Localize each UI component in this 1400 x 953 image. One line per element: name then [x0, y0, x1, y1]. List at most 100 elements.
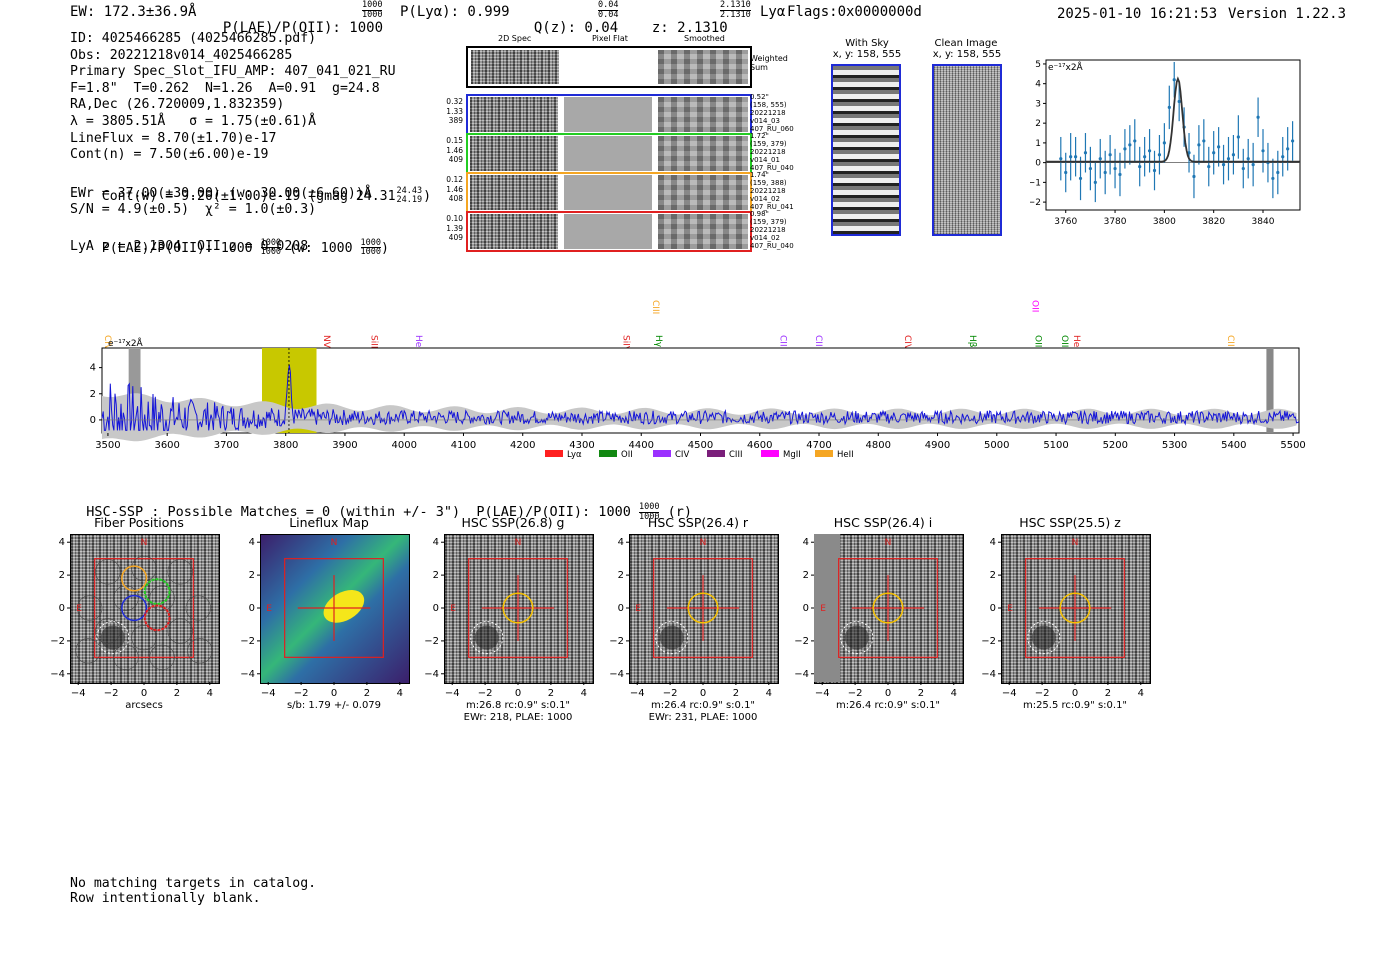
zoom-point [1113, 166, 1117, 171]
spectrum-line-label-text: HeII [1071, 335, 1081, 353]
hsc-panel-overlay: N E 4 2 0 −2 −4 −4 −2 0 2 4 arcsecs [50, 537, 213, 711]
spectrum-line-label: HeII [413, 335, 423, 353]
hsc-caption-2: EWr: 218, PLAE: 1000 [464, 712, 573, 723]
hsc-ytick-label: 0 [618, 603, 624, 614]
spectrum-line-label: CII [777, 335, 787, 347]
legend-label: OII [621, 450, 633, 460]
hsc-ytick-label: −4 [50, 669, 65, 680]
hsc-panel: HSC SSP(26.4) i N E 4 2 0 −2 −4 −4 −2 0 2 4 m:26.4 rc… [780, 515, 970, 725]
spectrum-line-label: SiIV [620, 335, 630, 353]
legend-label: MgII [783, 450, 801, 460]
zoom-point [1202, 139, 1206, 143]
spectrum-ytick-label: 4 [90, 363, 96, 374]
zoom-ytick-label: 0 [1035, 159, 1041, 169]
legend-swatch [761, 450, 779, 457]
clean-image [932, 64, 1002, 236]
weighted-sum-row [466, 46, 752, 88]
spectrum-line-label: CIV [902, 335, 912, 351]
hsc-red-box [838, 558, 938, 658]
hsc-xtick-label: 4 [951, 688, 957, 699]
col-title-smoothed: Smoothed [684, 34, 725, 43]
fiber-highlight [143, 604, 171, 632]
hsc-bright-source [659, 625, 684, 650]
spectrum-line-label-text: SiIV [620, 335, 630, 353]
clean-image-coords: x, y: 158, 555 [932, 49, 1002, 60]
spec-row-flat [564, 214, 652, 249]
lineflux-blob [323, 589, 365, 623]
zoom-point [1138, 164, 1142, 169]
info-sn: S/N = 4.9(±0.5) χ² = 1.0(±0.3) [70, 202, 317, 218]
spec-row-left-meta: 0.15 1.46 409 [440, 136, 463, 165]
hsc-panel: Fiber Positions N E 4 2 0 −2 −4 −4 −2 0 2 4 arcsecs [36, 515, 226, 725]
spectrum-xtick-label: 3800 [273, 440, 298, 451]
hsc-e-label: E [266, 604, 272, 614]
legend-swatch [653, 450, 671, 457]
spec-row-right-meta: 1.72" (159, 379) 20221218 v014_01 407_RU… [750, 132, 794, 172]
spec-row-flat [564, 136, 652, 171]
hsc-target-aperture [687, 592, 719, 624]
hsc-panel-image [629, 534, 779, 684]
zoom-ytick-label: −2 [1030, 198, 1041, 208]
zoom-point [1128, 143, 1132, 147]
zoom-point [1286, 147, 1290, 151]
hsc-xtick-label: −4 [71, 688, 86, 699]
spec-row-meta-value: 0.10 [446, 214, 463, 223]
zoom-point [1088, 166, 1092, 171]
spectrum-xtick-label: 4600 [747, 440, 772, 451]
header-plya: P(Lyα): 0.999 [400, 4, 510, 20]
hsc-xtick-label: 4 [397, 688, 403, 699]
hsc-panel-overlay: N E 4 2 0 −2 −4 −4 −2 0 2 4 m:25.5 rc:0.9" s:0.1" [981, 537, 1144, 711]
hsc-red-box [468, 558, 568, 658]
spec-row-2d [470, 97, 558, 132]
spectrum-line-label-text: HeII [413, 335, 423, 353]
hsc-caption-1: arcsecs [125, 700, 163, 711]
zoom-point [1217, 145, 1221, 149]
spectrum-xtick-label: 3600 [154, 440, 179, 451]
hsc-panel-overlay: N E 4 2 0 −2 −4 −4 −2 0 2 4 s/b: 1.79 +/- 0.079 [240, 537, 403, 711]
hsc-xtick-label: 2 [364, 688, 370, 699]
hsc-n-label: N [331, 538, 338, 548]
zoom-point [1192, 174, 1196, 179]
info-plae: P(LAE)/P(OII): 1000 1000 1000 (w: 1000 10… [101, 237, 389, 258]
hsc-caption-1: m:26.4 rc:0.9" s:0.1" [836, 700, 940, 711]
fiber-highlight [121, 565, 148, 592]
zoom-point [1271, 176, 1275, 181]
legend-swatch [707, 450, 725, 457]
zoom-point [1231, 153, 1236, 157]
fiber-circle [149, 644, 175, 670]
hsc-ytick-label: −2 [240, 636, 255, 647]
spectrum-ytick-label: 2 [90, 389, 96, 400]
spectrum-line [101, 364, 1300, 431]
hsc-panel: HSC SSP(26.4) r N E 4 2 0 −2 −4 −4 −2 0 2 4 m:26.4 rc… [595, 515, 785, 725]
header-z: z: 2.1310 2.1310 2.1310 [651, 0, 751, 36]
hsc-panel-overlay: N E 4 2 0 −2 −4 −4 −2 0 2 4 m:26.4 rc:0.9" s:0.1" [794, 534, 957, 711]
zoom-point [1152, 168, 1157, 173]
zoom-ytick-label: 3 [1035, 99, 1041, 109]
legend-swatch [599, 450, 617, 457]
header-version: Version 1.22.3 [1228, 6, 1347, 22]
zoom-point [1162, 141, 1166, 145]
fiber-highlight [121, 594, 148, 622]
zoom-point [1118, 172, 1122, 177]
zoom-model-line [1046, 76, 1300, 163]
zoom-xtick-label: 3840 [1252, 217, 1275, 227]
spectrum-line-label: CIII [650, 300, 660, 314]
col-title-pixel-flat: Pixel Flat [592, 34, 628, 43]
footer-line-2: Row intentionally blank. [70, 891, 261, 906]
spectrum-line-label-text: NV [321, 335, 331, 349]
spectrum-line-label-text: SiII [369, 335, 379, 349]
hsc-panel-image [1001, 534, 1151, 684]
hsc-xtick-label: −2 [478, 688, 493, 699]
zoom-point [1207, 164, 1211, 169]
hsc-ytick-label: −4 [424, 669, 439, 680]
hsc-ytick-label: −4 [240, 669, 255, 680]
with-sky-coords: x, y: 158, 555 [832, 49, 902, 60]
zoom-xtick-label: 3800 [1153, 217, 1176, 227]
spectrum-line-label: OIII [1059, 335, 1069, 350]
hsc-ytick-label: 2 [990, 570, 996, 581]
hsc-ytick-label: 4 [59, 537, 65, 548]
spectrum-line-label: Hγ [653, 335, 663, 348]
hsc-xtick-label: −2 [104, 688, 119, 699]
info-contw: Cont(w) = 9.20(±1.00)e-19 (gmag 24.31 24.… [101, 185, 432, 205]
hsc-ytick-label: −4 [609, 669, 624, 680]
